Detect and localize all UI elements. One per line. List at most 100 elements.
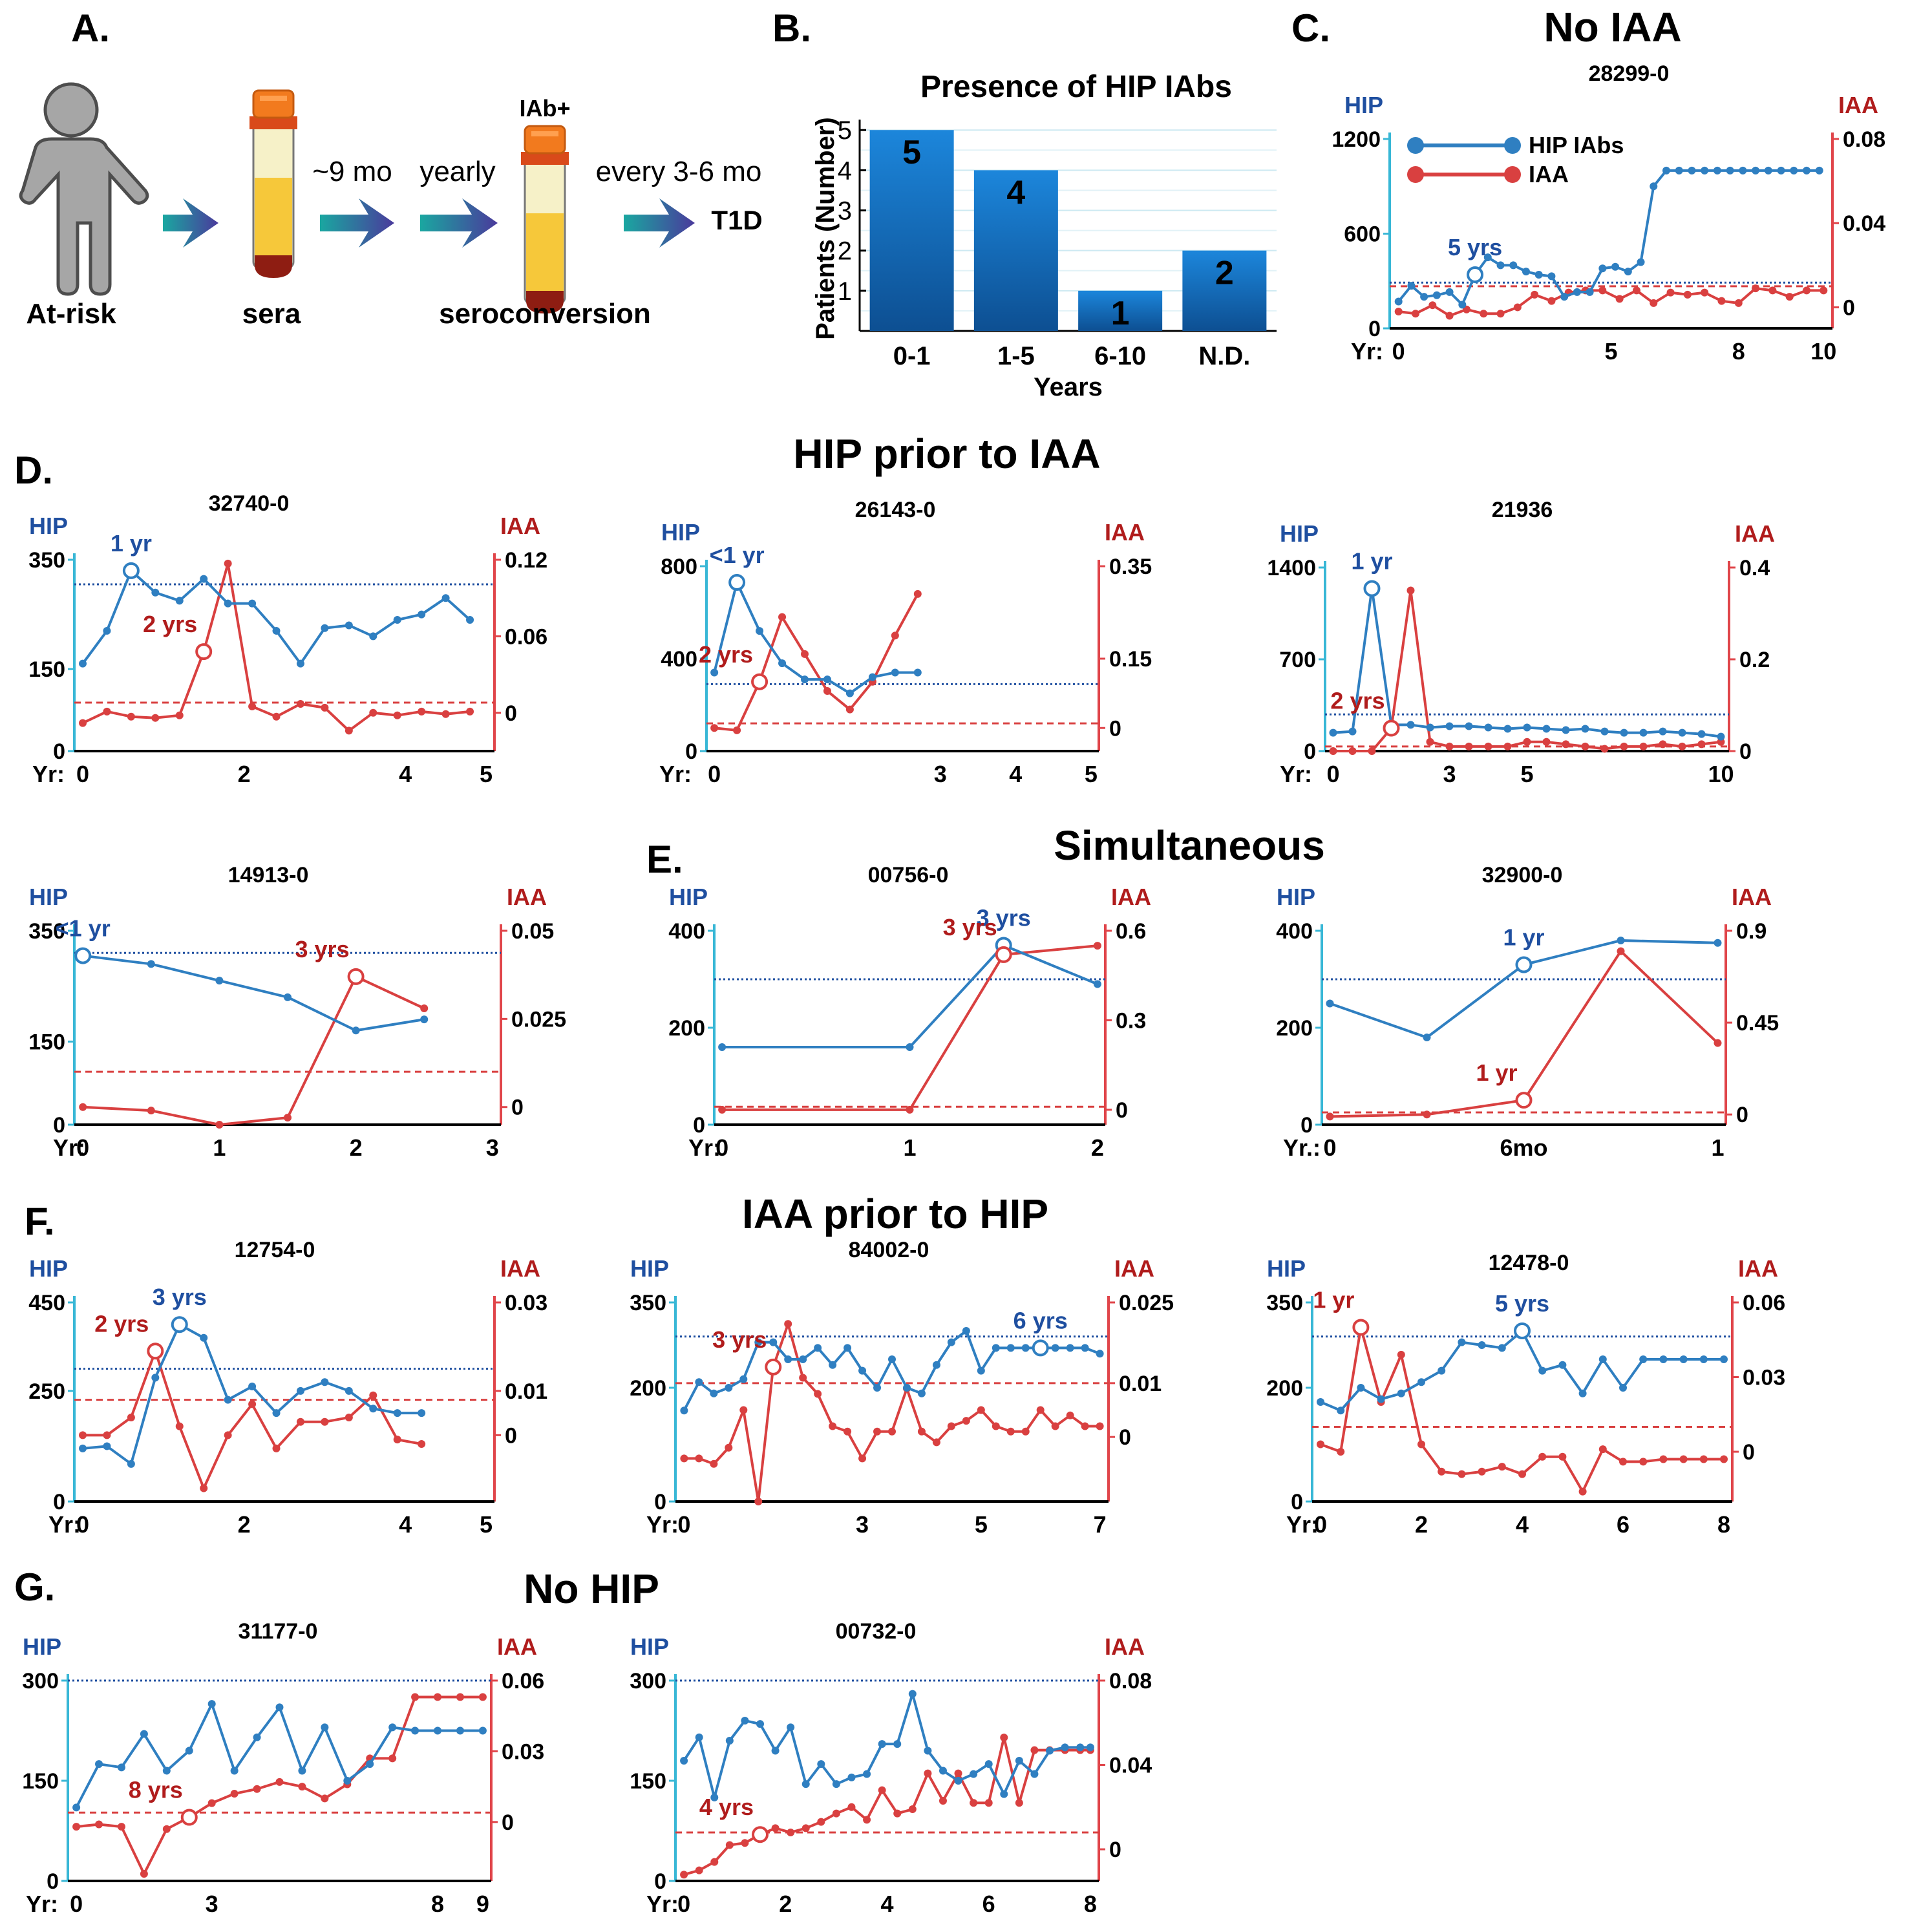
iaa-point [418,707,426,716]
iaa-point [1717,297,1726,305]
hip-tick-label: 600 [1344,222,1381,247]
hip-tick-label: 150 [630,1769,666,1794]
hip-tick-label: 1200 [1332,127,1381,152]
iaa-point [680,1871,688,1879]
hip-point [947,1338,955,1346]
panel-letter-d: D. [14,449,53,492]
hip-series-line [713,581,918,695]
iaa-point [710,1460,718,1468]
hip-point [787,1723,795,1732]
iaa-point [891,632,899,640]
iaa-point [1679,1455,1688,1463]
chart-title: 14913-0 [228,863,309,887]
hip-point [127,1460,135,1468]
hip-point [284,993,292,1001]
hip-tick-label: 450 [28,1291,65,1315]
hip-tick-label: 0 [685,739,697,764]
x-tick-label: 0 [716,1134,728,1161]
iaa-point [800,650,809,658]
iaa-tick-label: 0 [502,1810,514,1835]
iaa-point [321,1794,329,1803]
hip-tick-label: 1400 [1267,556,1316,580]
iaa-point [739,1406,748,1414]
iaa-point [1006,1427,1015,1436]
hip-point [1713,166,1721,175]
hip-onset-label: <1 yr [56,915,111,942]
iaa-onset-marker [765,1358,782,1375]
iaa-onset-label: 1 yr [1313,1287,1354,1313]
iaa-point [1632,286,1640,295]
x-tick-label: 1 [213,1134,226,1161]
hip-point [917,1389,926,1397]
iaa-point [1714,1039,1722,1047]
iaa-point [345,1413,353,1421]
iaa-point [710,724,719,732]
hip-point [296,659,304,668]
hip-point [1717,732,1725,741]
iaa-point [284,1114,292,1122]
iaa-point [127,1413,135,1421]
iaa-axis-title: IAA [1735,520,1775,547]
iaa-onset-label: 2 yrs [94,1310,149,1337]
hip-point [418,1409,426,1417]
x-tick-label: 8 [1732,338,1745,365]
iaa-point [1538,1452,1547,1461]
x-tick-label: 8 [1084,1891,1097,1917]
iaa-point [215,1121,224,1129]
hip-point [1714,939,1722,947]
iaa-series-line [722,944,1098,1111]
chart-title: 26143-0 [855,498,936,522]
iaa-tick-label: 0.06 [1743,1291,1785,1315]
iaa-point [1678,742,1686,750]
hip-point [224,1396,232,1404]
iaa-point [393,1436,401,1444]
bar [973,170,1058,331]
iaa-point [1639,742,1648,750]
iaa-onset-label: 2 yrs [1330,688,1385,714]
hip-tick-label: 0 [53,739,65,764]
iaa-series-line [82,562,471,732]
iaa-point [947,1422,955,1430]
hip-point [1777,166,1785,175]
hip-point [1326,999,1334,1008]
x-axis-prefix: Yr: [26,1891,58,1917]
iaa-point [1503,742,1512,750]
hip-point [200,1333,208,1342]
iaa-point [1458,1470,1466,1478]
hip-point [906,1043,914,1051]
x-tick-label: 6-10 [1094,342,1146,370]
hip-point [345,621,353,630]
hip-onset-marker [728,574,746,591]
iaa-onset-marker [180,1809,198,1826]
iaa-series-line [1330,950,1719,1118]
iaa-point [95,1820,103,1829]
panel-letter-g: G. [14,1566,55,1609]
hip-point [1662,166,1670,175]
x-axis-prefix: Yr: [1286,1511,1319,1538]
bar [1182,250,1267,331]
iaa-point [1598,286,1607,295]
hip-point [1586,288,1594,296]
hip-point [1407,282,1416,290]
hip-axis-title: HIP [630,1633,669,1660]
hip-point [954,1777,962,1785]
iaa-onset-label: 4 yrs [699,1794,754,1820]
iaa-point [1030,1746,1039,1754]
hip-tick-label: 0 [1304,739,1316,764]
iaa-point [962,1417,970,1425]
iaa-point [369,708,377,717]
chart-title: 12754-0 [235,1238,315,1262]
chart-title: 12478-0 [1489,1251,1569,1275]
hip-axis-title: HIP [29,884,68,910]
hip-point [992,1344,1000,1352]
x-tick-label: 0 [76,1511,89,1538]
iaa-point [970,1799,978,1807]
hip-point [756,627,764,635]
iaa-point [248,702,257,710]
hip-point [72,1803,81,1812]
iaa-point [1445,312,1454,320]
x-axis-prefix: Yr: [688,1134,721,1161]
x-tick-label: 0 [76,761,89,787]
